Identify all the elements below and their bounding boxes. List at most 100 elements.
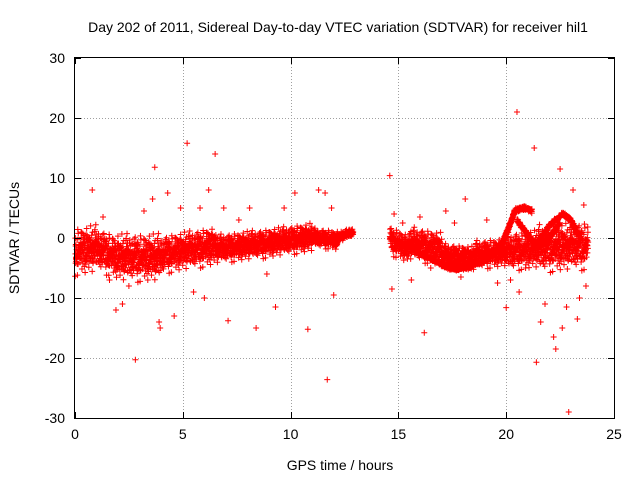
data-point — [388, 225, 395, 232]
data-point — [214, 259, 221, 266]
data-point — [95, 230, 102, 237]
data-point — [146, 260, 153, 267]
data-point — [129, 272, 136, 279]
data-point — [194, 229, 201, 236]
data-point — [275, 224, 282, 231]
data-point — [105, 272, 112, 279]
data-point — [199, 263, 206, 270]
data-point — [196, 258, 203, 265]
data-point — [176, 266, 183, 273]
data-point — [113, 274, 120, 281]
data-point — [144, 276, 151, 283]
data-point — [100, 230, 107, 237]
data-point — [181, 229, 188, 236]
data-point — [78, 229, 85, 236]
data-point — [424, 235, 431, 242]
data-point — [238, 256, 245, 263]
data-point — [209, 226, 216, 233]
data-point — [494, 263, 501, 270]
data-point — [104, 243, 111, 250]
data-point — [308, 247, 315, 254]
data-point — [280, 223, 287, 230]
data-point — [92, 221, 99, 228]
data-point — [150, 231, 157, 238]
data-point — [74, 236, 81, 243]
data-point — [157, 267, 164, 274]
data-point — [332, 246, 339, 253]
data-point — [350, 229, 357, 236]
data-point — [240, 230, 247, 237]
data-point — [165, 263, 172, 270]
data-point — [285, 248, 292, 255]
data-point — [137, 236, 144, 243]
data-point — [424, 260, 431, 267]
data-point — [244, 228, 251, 235]
data-point — [231, 258, 238, 265]
data-point — [438, 236, 445, 243]
data-point — [273, 249, 280, 256]
data-point — [83, 225, 90, 232]
data-point — [305, 245, 312, 252]
data-point — [301, 248, 308, 255]
data-point — [473, 237, 480, 244]
data-point — [88, 232, 95, 239]
data-point — [186, 227, 193, 234]
data-point — [293, 250, 300, 257]
data-point — [141, 236, 148, 243]
data-point — [211, 234, 218, 241]
data-point — [160, 265, 167, 272]
data-point — [179, 262, 186, 269]
data-point — [433, 230, 440, 237]
chart-title: Day 202 of 2011, Sidereal Day-to-day VTE… — [88, 19, 588, 35]
data-point — [85, 264, 92, 271]
data-point — [87, 222, 94, 229]
data-point — [168, 241, 175, 248]
data-point — [117, 272, 124, 279]
data-point — [146, 233, 153, 240]
data-point — [437, 229, 444, 236]
data-point — [245, 255, 252, 262]
data-point — [270, 252, 277, 259]
data-point — [151, 276, 158, 283]
data-point — [223, 255, 230, 262]
data-point — [114, 233, 121, 240]
data-point — [183, 265, 190, 272]
data-point — [325, 245, 332, 252]
data-points — [72, 109, 592, 415]
data-point — [392, 254, 399, 261]
data-point — [199, 235, 206, 242]
data-point — [120, 276, 127, 283]
data-point — [464, 244, 471, 251]
data-point — [217, 231, 224, 238]
data-point — [411, 224, 418, 231]
data-point — [99, 231, 106, 238]
data-point — [118, 231, 125, 238]
data-point — [132, 234, 139, 241]
data-point — [242, 253, 249, 260]
data-point — [137, 278, 144, 285]
data-point — [486, 264, 493, 271]
data-point — [168, 269, 175, 276]
data-point — [277, 251, 284, 258]
data-point — [148, 272, 155, 279]
data-point — [211, 257, 218, 264]
data-point — [393, 229, 400, 236]
data-point — [397, 231, 404, 238]
data-point — [400, 257, 407, 264]
data-point — [306, 220, 313, 227]
data-point — [74, 272, 81, 279]
data-point — [112, 268, 119, 275]
data-point — [419, 228, 426, 235]
data-point — [207, 261, 214, 268]
data-point — [254, 252, 261, 259]
data-point — [82, 269, 89, 276]
data-point — [498, 260, 505, 267]
data-point — [134, 241, 141, 248]
data-point — [89, 268, 96, 275]
data-point — [177, 231, 184, 238]
data-point — [468, 243, 475, 250]
data-point — [249, 227, 256, 234]
data-point — [407, 255, 414, 262]
data-point — [124, 230, 131, 237]
